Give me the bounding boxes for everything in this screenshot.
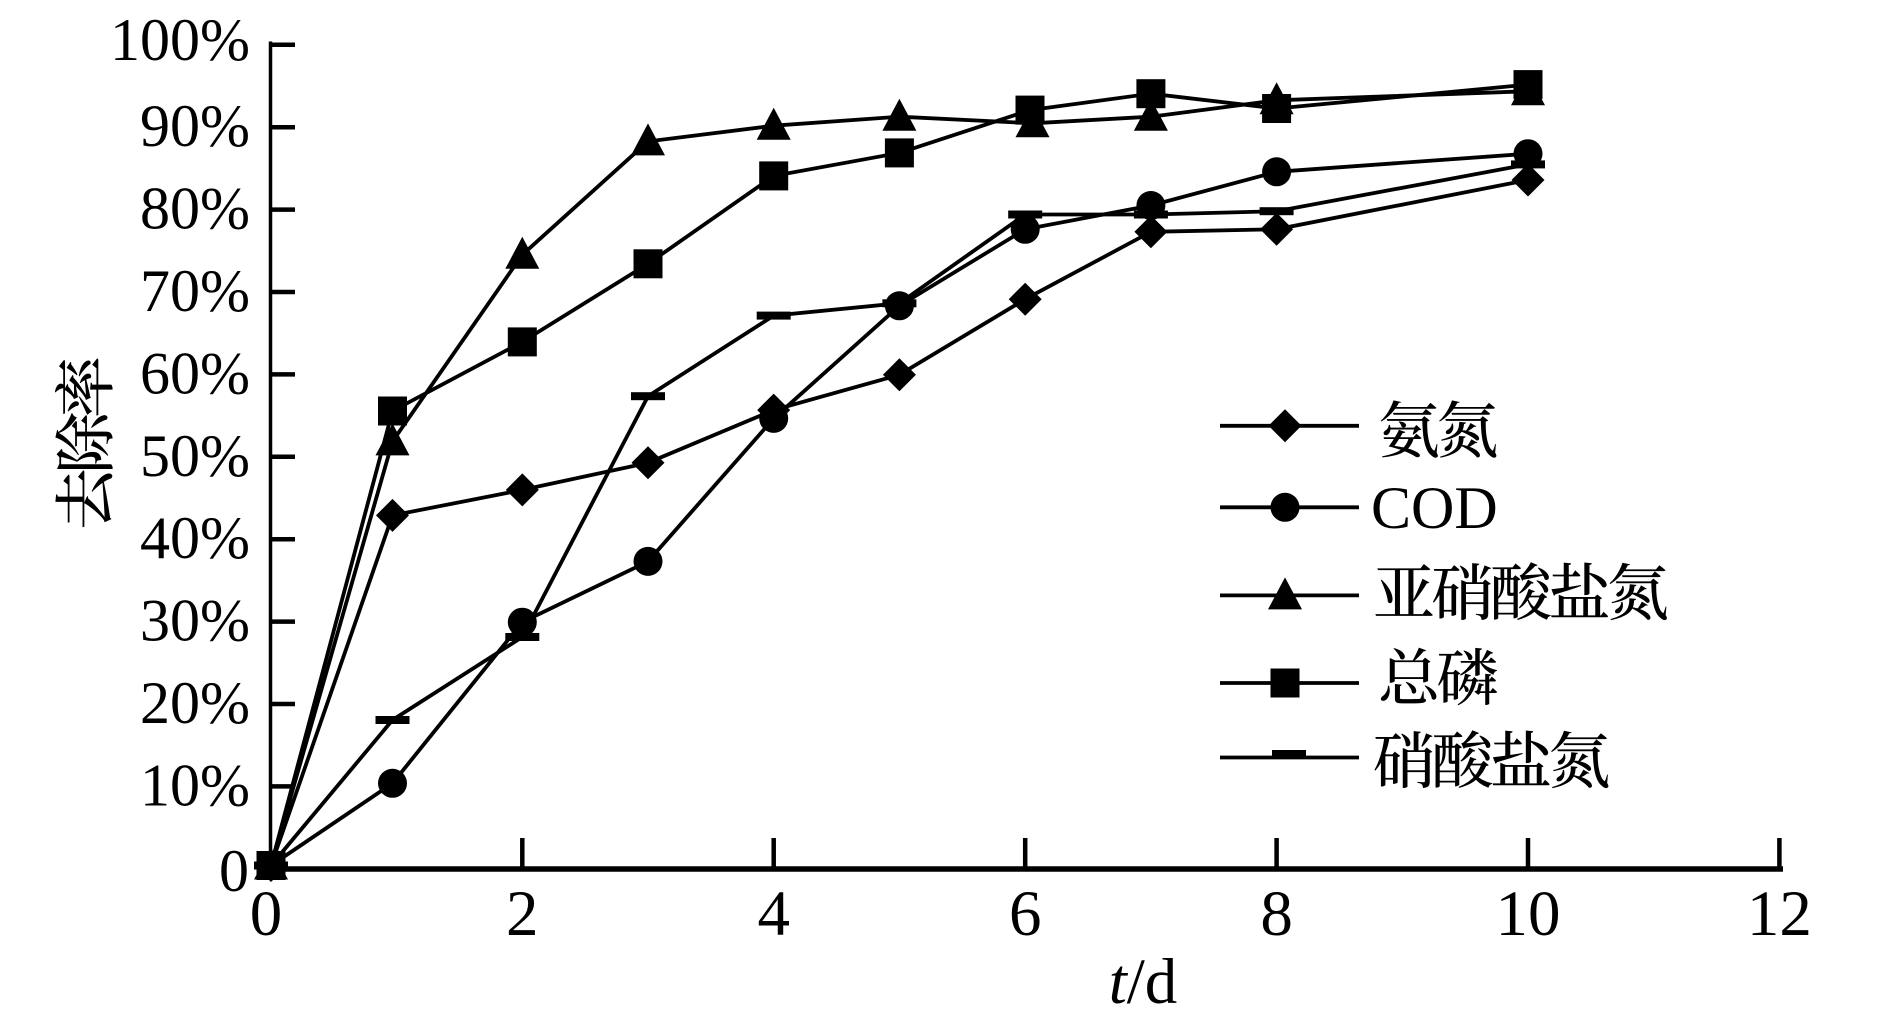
svg-text:80%: 80% bbox=[140, 176, 250, 242]
svg-text:100%: 100% bbox=[110, 7, 250, 73]
svg-text:10: 10 bbox=[1496, 878, 1561, 950]
svg-text:40%: 40% bbox=[140, 505, 250, 571]
svg-text:30%: 30% bbox=[140, 588, 250, 654]
svg-text:70%: 70% bbox=[140, 258, 250, 324]
svg-text:0: 0 bbox=[219, 838, 249, 904]
svg-text:COD: COD bbox=[1371, 475, 1498, 541]
svg-text:90%: 90% bbox=[140, 93, 250, 159]
svg-text:8: 8 bbox=[1260, 878, 1293, 950]
svg-text:50%: 50% bbox=[140, 423, 250, 489]
svg-text:10%: 10% bbox=[140, 752, 250, 818]
svg-text:60%: 60% bbox=[140, 340, 250, 406]
svg-text:2: 2 bbox=[506, 878, 539, 950]
svg-text:6: 6 bbox=[1009, 878, 1042, 950]
svg-text:12: 12 bbox=[1747, 878, 1812, 950]
svg-text:0: 0 bbox=[250, 878, 283, 950]
svg-text:4: 4 bbox=[757, 878, 790, 950]
svg-text:20%: 20% bbox=[140, 670, 250, 736]
svg-text:t/d: t/d bbox=[1109, 946, 1178, 1018]
